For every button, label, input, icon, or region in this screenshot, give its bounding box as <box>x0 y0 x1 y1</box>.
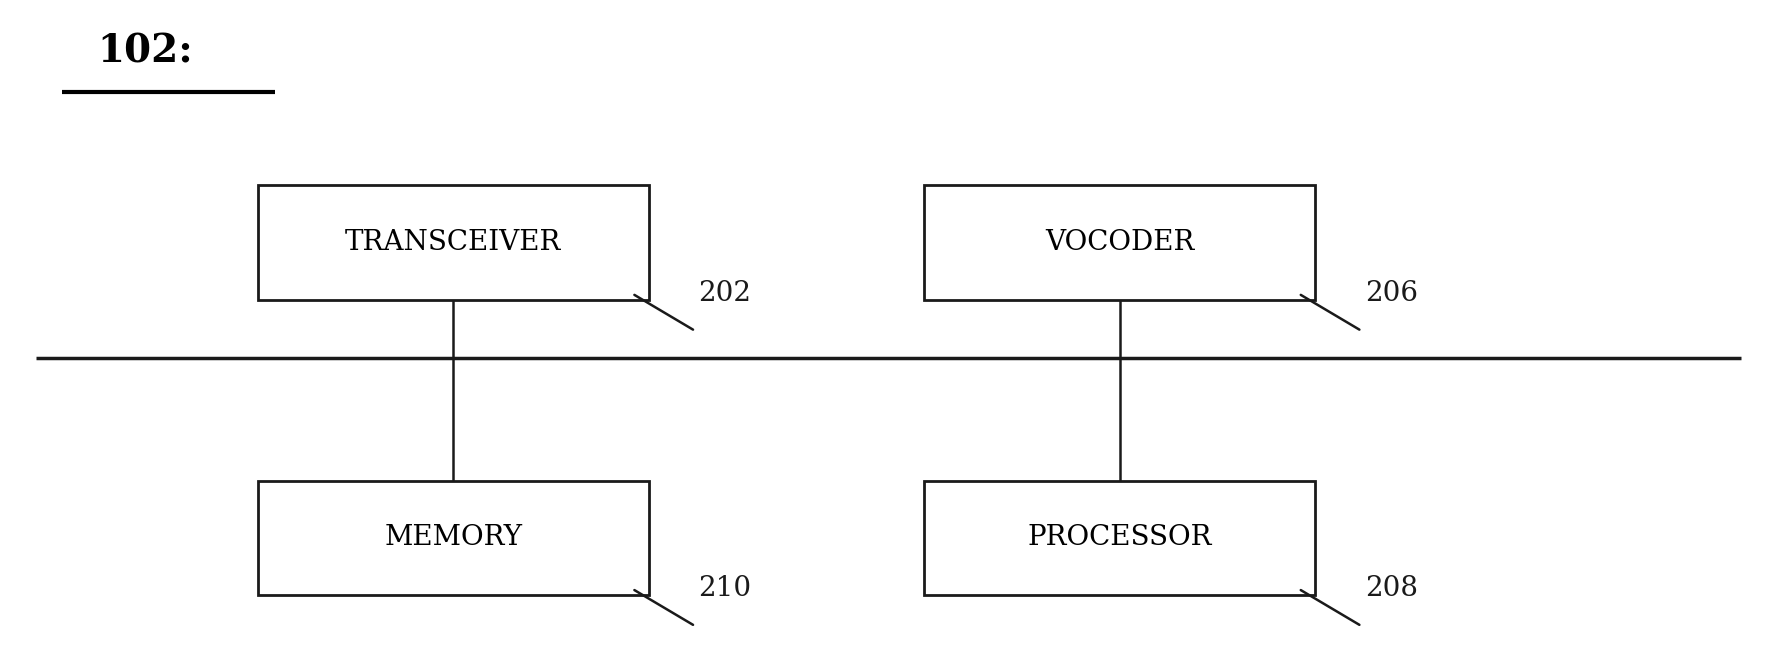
Text: PROCESSOR: PROCESSOR <box>1027 524 1212 552</box>
Text: 210: 210 <box>698 575 752 602</box>
Text: TRANSCEIVER: TRANSCEIVER <box>345 229 562 256</box>
Bar <box>924 480 1315 596</box>
Text: 208: 208 <box>1365 575 1418 602</box>
Text: 206: 206 <box>1365 280 1418 307</box>
Text: MEMORY: MEMORY <box>384 524 522 552</box>
Text: 202: 202 <box>698 280 752 307</box>
Bar <box>258 480 649 596</box>
Text: 102:: 102: <box>98 33 194 71</box>
Bar <box>924 185 1315 300</box>
Bar <box>258 185 649 300</box>
Text: VOCODER: VOCODER <box>1045 229 1194 256</box>
